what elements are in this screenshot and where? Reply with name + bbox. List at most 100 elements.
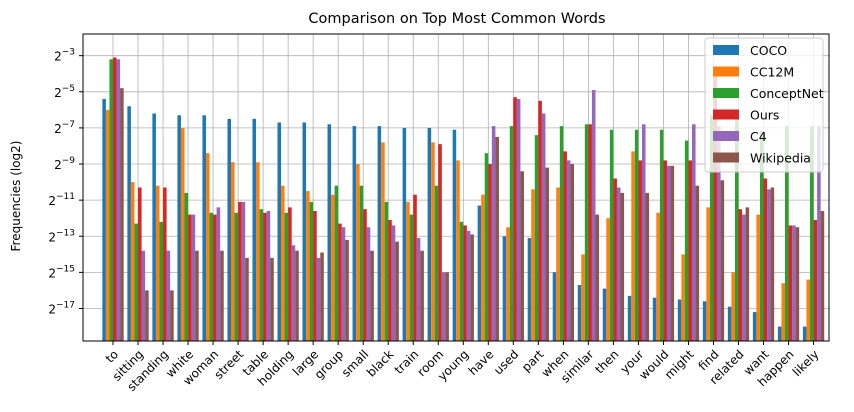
bar-coco bbox=[277, 122, 282, 341]
bar-wikipedia bbox=[345, 239, 349, 341]
bar-c4 bbox=[241, 201, 246, 341]
bar-c4 bbox=[516, 99, 521, 341]
bar-cc12m bbox=[306, 191, 310, 341]
bar-conceptnet bbox=[810, 126, 814, 341]
bar-ours bbox=[513, 97, 517, 342]
legend-swatch bbox=[713, 109, 739, 120]
bar-cc12m bbox=[706, 207, 710, 341]
bar-cc12m bbox=[581, 254, 585, 341]
bar-wikipedia bbox=[170, 290, 174, 341]
bar-c4 bbox=[792, 225, 796, 341]
bar-cc12m bbox=[130, 182, 135, 341]
bar-coco bbox=[502, 236, 507, 341]
bar-ours bbox=[538, 100, 542, 341]
bar-conceptnet bbox=[734, 117, 739, 341]
bar-c4 bbox=[391, 225, 396, 341]
bar-c4 bbox=[817, 126, 821, 341]
bar-ours bbox=[238, 201, 242, 341]
bar-cc12m bbox=[331, 194, 335, 341]
bar-ours bbox=[313, 210, 317, 341]
y-tick-label: 2−13 bbox=[48, 228, 75, 244]
bar-wikipedia bbox=[745, 207, 750, 341]
bar-coco bbox=[352, 126, 357, 341]
bar-wikipedia bbox=[470, 234, 474, 341]
bar-c4 bbox=[166, 250, 171, 341]
bar-conceptnet bbox=[109, 59, 113, 342]
legend-swatch bbox=[713, 131, 739, 141]
bar-wikipedia bbox=[770, 187, 775, 341]
bar-conceptnet bbox=[534, 135, 539, 341]
y-tick-label: 2−7 bbox=[54, 120, 75, 136]
bar-conceptnet bbox=[609, 129, 614, 341]
x-tick-label: then bbox=[592, 347, 621, 376]
legend-label: CC12M bbox=[750, 65, 794, 80]
bar-c4 bbox=[366, 227, 371, 341]
bar-conceptnet bbox=[634, 129, 639, 341]
bar-coco bbox=[402, 127, 407, 341]
bar-coco bbox=[652, 297, 657, 341]
bar-wikipedia bbox=[595, 214, 600, 341]
bars bbox=[102, 57, 825, 342]
bar-conceptnet bbox=[784, 126, 789, 341]
bar-wikipedia bbox=[645, 192, 650, 341]
bar-ours bbox=[488, 164, 492, 341]
bar-ours bbox=[413, 194, 417, 341]
bar-conceptnet bbox=[234, 212, 239, 341]
bar-coco bbox=[302, 122, 307, 341]
bar-wikipedia bbox=[245, 257, 249, 341]
bar-wikipedia bbox=[545, 167, 549, 341]
bar-conceptnet bbox=[409, 214, 414, 341]
bar-c4 bbox=[742, 214, 746, 341]
bar-wikipedia bbox=[445, 272, 449, 341]
x-tick-label: black bbox=[364, 347, 396, 379]
x-tick-label: small bbox=[339, 347, 372, 380]
bar-conceptnet bbox=[334, 185, 339, 341]
bar-cc12m bbox=[656, 212, 660, 341]
bar-wikipedia bbox=[670, 165, 675, 341]
bar-wikipedia bbox=[520, 171, 524, 341]
bar-wikipedia bbox=[695, 185, 700, 341]
legend-label: ConceptNet bbox=[750, 86, 824, 101]
bar-ours bbox=[713, 70, 718, 341]
bar-ours bbox=[588, 124, 592, 341]
bar-c4 bbox=[641, 124, 646, 341]
bar-coco bbox=[602, 288, 607, 341]
bar-wikipedia bbox=[295, 250, 299, 341]
bar-c4 bbox=[116, 59, 121, 342]
x-tick-label: to bbox=[103, 347, 121, 365]
legend-swatch bbox=[713, 152, 739, 163]
bar-coco bbox=[452, 129, 457, 341]
bar-wikipedia bbox=[720, 180, 725, 341]
legend-swatch bbox=[713, 88, 739, 98]
bar-coco bbox=[102, 99, 106, 341]
bar-coco bbox=[552, 272, 557, 341]
x-tick-label: street bbox=[211, 347, 246, 382]
bar-cc12m bbox=[531, 189, 535, 341]
bar-cc12m bbox=[155, 185, 160, 341]
bar-ours bbox=[563, 151, 567, 341]
bar-wikipedia bbox=[820, 210, 825, 341]
bar-ours bbox=[688, 160, 693, 341]
x-tick-label: have bbox=[466, 347, 497, 378]
bar-ours bbox=[738, 209, 743, 341]
bar-cc12m bbox=[456, 160, 460, 341]
bar-c4 bbox=[216, 207, 221, 341]
bar-coco bbox=[427, 127, 432, 341]
legend-label: COCO bbox=[750, 43, 787, 58]
bar-conceptnet bbox=[484, 153, 489, 341]
bar-ours bbox=[638, 160, 642, 341]
bar-cc12m bbox=[356, 164, 360, 341]
bar-conceptnet bbox=[159, 221, 164, 341]
bar-coco bbox=[727, 306, 732, 341]
bar-cc12m bbox=[431, 142, 435, 341]
bar-ours bbox=[613, 178, 617, 341]
legend-swatch bbox=[713, 66, 739, 77]
bar-ours bbox=[463, 225, 467, 341]
bar-ours bbox=[163, 187, 167, 341]
bar-wikipedia bbox=[420, 250, 424, 341]
bar-coco bbox=[377, 126, 382, 341]
bar-conceptnet bbox=[584, 124, 589, 341]
bar-c4 bbox=[441, 272, 446, 341]
bar-ours bbox=[113, 57, 117, 341]
y-tick-label: 2−11 bbox=[48, 192, 75, 208]
